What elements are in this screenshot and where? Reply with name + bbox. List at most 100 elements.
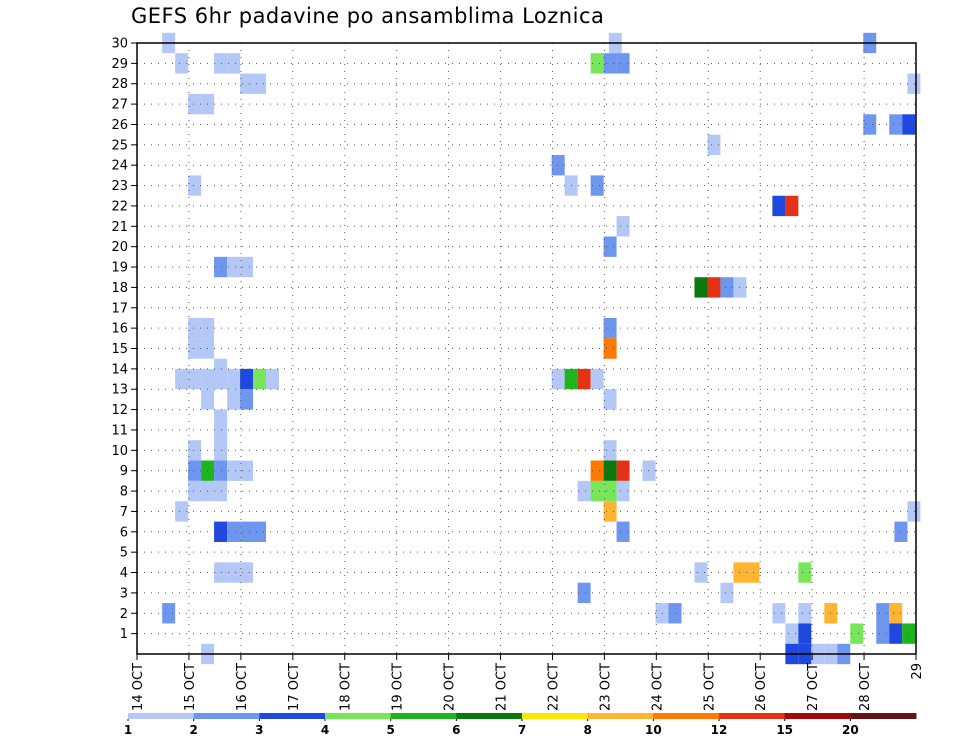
heatmap-cell (162, 603, 176, 624)
heatmap-cell (253, 73, 267, 94)
x-tick-label: 29 (910, 663, 925, 680)
y-tick-label: 3 (120, 586, 128, 601)
heatmap-cell (188, 338, 202, 359)
x-tick-label: 20 OCT (443, 663, 458, 711)
heatmap-cell (551, 368, 565, 390)
colorbar-segment (456, 713, 523, 719)
colorbar-segment (850, 713, 917, 719)
colorbar-segment (719, 713, 786, 719)
x-tick-label: 26 OCT (754, 663, 769, 711)
heatmap-cell (616, 460, 630, 481)
y-tick-label: 2 (120, 607, 128, 622)
colorbar-segment (522, 713, 589, 719)
x-tick-label: 27 OCT (806, 663, 821, 711)
colorbar-label: 2 (189, 723, 197, 737)
x-tick-label: 18 OCT (339, 663, 354, 711)
heatmap-cell (240, 256, 254, 278)
heatmap-cell (668, 603, 682, 624)
heatmap-cell (175, 53, 189, 74)
colorbar-label: 15 (776, 723, 793, 737)
y-tick-label: 26 (111, 118, 128, 133)
heatmap-cell (785, 623, 799, 644)
colorbar-label: 8 (583, 723, 591, 737)
heatmap-cell (188, 460, 202, 481)
heatmap-cell (214, 368, 228, 390)
heatmap-cell (240, 562, 254, 583)
y-tick-label: 6 (120, 525, 128, 540)
heatmap-cell (603, 440, 617, 461)
heatmap-cell (902, 623, 916, 644)
heatmap-cell (175, 501, 189, 522)
heatmap-cell (603, 501, 617, 522)
y-tick-label: 1 (120, 627, 128, 642)
heatmap-cell (798, 562, 812, 583)
heatmap-cell (720, 277, 734, 298)
y-tick-label: 4 (120, 566, 128, 581)
chart-title: GEFS 6hr padavine po ansamblima Loznica (131, 4, 605, 28)
y-tick-label: 23 (111, 179, 128, 194)
heatmap-cell (227, 521, 241, 542)
heatmap-cell (214, 409, 228, 430)
colorbar-label: 5 (386, 723, 394, 737)
x-tick-label: 17 OCT (287, 663, 302, 711)
x-tick-label: 22 OCT (546, 663, 561, 711)
colorbar-segment (784, 713, 851, 719)
y-tick-label: 24 (111, 159, 128, 174)
y-tick-label: 9 (120, 464, 128, 479)
x-tick-label: 15 OCT (183, 663, 198, 711)
heatmap-cell (214, 53, 228, 74)
heatmap-cell (720, 582, 734, 604)
heatmap-cell (214, 480, 228, 502)
y-tick-label: 14 (111, 362, 128, 377)
heatmap-cell (551, 155, 565, 176)
heatmap-cell (785, 195, 799, 217)
y-tick-label: 28 (111, 77, 128, 92)
heatmap-cell (577, 480, 591, 502)
heatmap-cell (188, 317, 202, 339)
y-tick-label: 8 (120, 485, 128, 500)
y-tick-label: 16 (111, 322, 128, 337)
y-tick-label: 11 (111, 423, 128, 438)
heatmap-cell (902, 114, 916, 135)
heatmap-cell (889, 623, 903, 644)
heatmap-cell (188, 480, 202, 502)
heatmap-cell (603, 317, 617, 339)
x-tick-label: 25 OCT (702, 663, 717, 711)
y-tick-label: 27 (111, 98, 128, 113)
heatmap-cell (798, 603, 812, 624)
heatmap-cell (240, 521, 254, 542)
y-tick-label: 29 (111, 57, 128, 72)
heatmap-cell (201, 368, 215, 390)
heatmap-cell (603, 53, 617, 74)
heatmap-cell (707, 277, 721, 298)
colorbar-segment (193, 713, 260, 719)
heatmap-cell (240, 460, 254, 481)
heatmap-cell (603, 236, 617, 257)
y-tick-label: 21 (111, 220, 128, 235)
heatmap-cell (603, 338, 617, 359)
y-tick-label: 7 (120, 505, 128, 520)
y-tick-label: 10 (111, 444, 128, 459)
heatmap-cell (863, 114, 877, 135)
heatmap-cell (694, 277, 708, 298)
heatmap-cell (590, 175, 604, 196)
colorbar-label: 20 (842, 723, 859, 737)
colorbar-label: 12 (711, 723, 728, 737)
x-tick-label: 24 OCT (650, 663, 665, 711)
y-tick-label: 15 (111, 342, 128, 357)
x-tick-label: 28 OCT (858, 663, 873, 711)
heatmap-cell (577, 582, 591, 604)
colorbar-segment (587, 713, 654, 719)
heatmap-cell (227, 562, 241, 583)
heatmap-cell (876, 623, 890, 644)
colorbar-segment (390, 713, 457, 719)
heatmap-cell (227, 460, 241, 481)
colorbar-label: 10 (645, 723, 662, 737)
colorbar-label: 6 (452, 723, 460, 737)
x-tick-label: 21 OCT (495, 663, 510, 711)
y-tick-label: 18 (111, 281, 128, 296)
colorbar-segment (325, 713, 392, 719)
heatmap-cell (707, 134, 721, 156)
heatmap-cell (227, 389, 241, 410)
